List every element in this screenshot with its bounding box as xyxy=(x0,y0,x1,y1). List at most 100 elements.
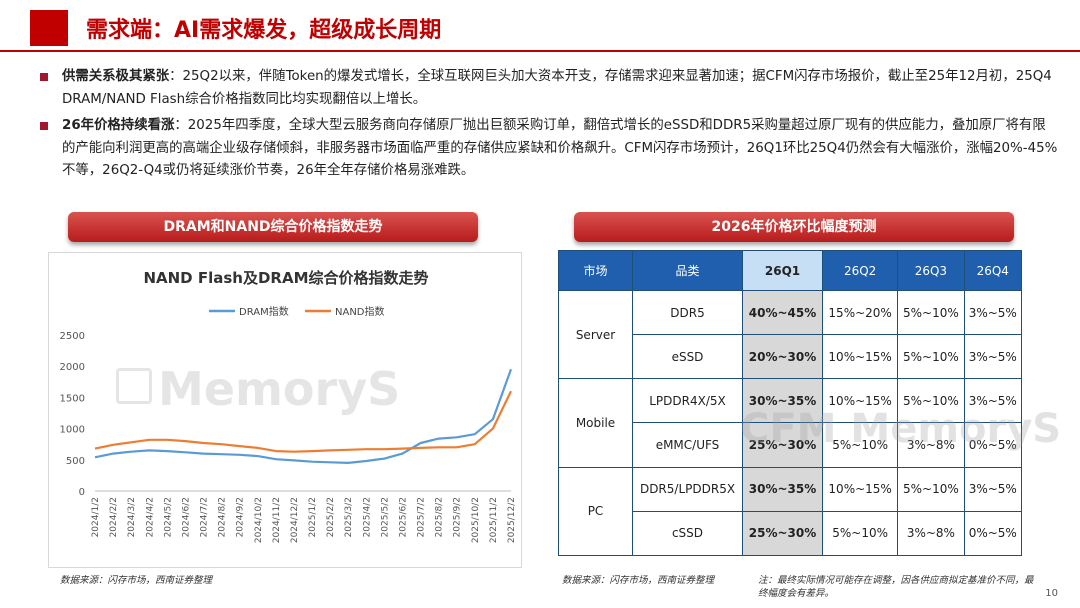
value-cell: 3%~5% xyxy=(963,334,1023,380)
bullet-supply-demand: 供需关系极其紧张：25Q2以来，伴随Token的爆发式增长，全球互联网巨头加大资… xyxy=(38,66,1058,111)
value-cell: 3%~8% xyxy=(897,510,965,557)
header-26q3: 26Q3 xyxy=(897,250,965,291)
bullet-square-icon xyxy=(40,122,48,130)
price-forecast-table: 市场 品类 26Q1 26Q2 26Q3 26Q4 Server DDR5 40… xyxy=(558,250,1023,557)
value-cell: 20%~30% xyxy=(741,334,824,380)
value-cell: 0%~5% xyxy=(963,510,1023,557)
y-tick-label: 500 xyxy=(66,456,85,467)
table-row: Mobile LPDDR4X/5X 30%~35% 10%~15% 5%~10%… xyxy=(558,378,1023,468)
value-cell: 30%~35% xyxy=(741,466,824,512)
x-tick-label: 2025/9/2 xyxy=(453,497,463,537)
value-cell: 3%~5% xyxy=(963,289,1023,336)
x-tick-label: 2025/1/2 xyxy=(308,497,318,537)
section-header-chart: DRAM和NAND综合价格指数走势 xyxy=(68,212,478,242)
x-tick-label: 2025/10/2 xyxy=(471,497,481,543)
value-cell: 30%~35% xyxy=(741,378,824,424)
price-index-chart: NAND Flash及DRAM综合价格指数走势 DRAM指数 NAND指数 0 500 1… xyxy=(48,252,522,568)
value-cell: 10%~15% xyxy=(822,466,899,512)
x-tick-label: 2025/6/2 xyxy=(398,497,408,537)
x-tick-label: 2025/2/2 xyxy=(326,497,336,537)
bullet-text: ：2025年四季度，全球大型云服务商向存储原厂抛出巨额采购订单，翻倍式增长的eS… xyxy=(62,118,1058,178)
watermark-left: MemoryS xyxy=(158,362,401,416)
x-tick-label: 2024/8/2 xyxy=(218,497,228,537)
x-tick-label: 2024/10/2 xyxy=(254,497,264,543)
x-tick-label: 2024/2/2 xyxy=(109,497,119,537)
bullet-square-icon xyxy=(40,73,48,81)
item-cell: LPDDR4X/5X xyxy=(632,378,743,424)
table-footnote: 注：最终实际情况可能存在调整，因各供应商拟定基准价不同，最终幅度会有差异。 xyxy=(758,575,1034,599)
table-header-row: 市场 品类 26Q1 26Q2 26Q3 26Q4 xyxy=(558,250,1023,291)
header-item: 品类 xyxy=(632,250,743,291)
x-tick-label: 2025/3/2 xyxy=(344,497,354,537)
value-cell: 25%~30% xyxy=(741,422,824,468)
series-line-1 xyxy=(94,390,512,453)
header-26q2: 26Q2 xyxy=(822,250,899,291)
legend-label-0: DRAM指数 xyxy=(239,305,289,318)
y-tick-label: 2000 xyxy=(60,362,85,373)
value-cell: 25%~30% xyxy=(741,510,824,557)
value-cell: 5%~10% xyxy=(822,422,899,468)
value-cell: 40%~45% xyxy=(741,289,824,336)
header-26q1: 26Q1 xyxy=(741,250,824,291)
bullet-list: 供需关系极其紧张：25Q2以来，伴随Token的爆发式增长，全球互联网巨头加大资… xyxy=(38,66,1058,187)
x-tick-label: 2024/5/2 xyxy=(163,497,173,537)
value-cell: 3%~5% xyxy=(963,378,1023,424)
y-tick-label: 1500 xyxy=(60,393,85,404)
chart-title: NAND Flash及DRAM综合价格指数走势 xyxy=(143,269,428,287)
market-cell: Server xyxy=(558,289,633,380)
x-tick-label: 2025/11/2 xyxy=(489,497,499,543)
item-cell: DDR5/LPDDR5X xyxy=(632,466,743,512)
chart-svg: NAND Flash及DRAM综合价格指数走势 DRAM指数 NAND指数 0 500 1… xyxy=(60,269,517,543)
table-row: eSSD 20%~30% 10%~15% 5%~10% 3%~5% xyxy=(559,334,1023,380)
header-26q4: 26Q4 xyxy=(963,250,1023,291)
x-tick-label: 2024/4/2 xyxy=(145,497,155,537)
y-tick-label: 0 xyxy=(79,487,85,498)
y-tick-label: 2500 xyxy=(60,331,85,342)
table-row: PC DDR5/LPDDR5X 30%~35% 10%~15% 5%~10% 3… xyxy=(558,466,1023,557)
watermark-right: CFM MemoryS xyxy=(740,406,1062,452)
bullet-2026-outlook: 26年价格持续看涨：2025年四季度，全球大型云服务商向存储原厂抛出巨额采购订单… xyxy=(38,115,1058,183)
x-tick-label: 2024/12/2 xyxy=(290,497,300,543)
x-tick-label: 2024/1/2 xyxy=(91,497,101,537)
bullet-text: ：25Q2以来，伴随Token的爆发式增长，全球互联网巨头加大资本开支，存储需求… xyxy=(62,69,1052,107)
header-market: 市场 xyxy=(558,250,633,291)
table-row: cSSD 25%~30% 5%~10% 3%~8% 0%~5% xyxy=(559,510,1023,557)
x-tick-label: 2024/9/2 xyxy=(236,497,246,537)
x-tick-label: 2024/7/2 xyxy=(200,497,210,537)
y-tick-label: 1000 xyxy=(60,425,85,436)
title-bar: 需求端：AI需求爆发，超级成长周期 xyxy=(0,0,1080,58)
source-note-left: 数据来源：闪存市场，西南证券整理 xyxy=(60,575,213,586)
x-tick-label: 2024/6/2 xyxy=(181,497,191,537)
value-cell: 5%~10% xyxy=(897,378,965,424)
item-cell: eMMC/UFS xyxy=(632,422,743,468)
series-line-0 xyxy=(94,368,513,464)
x-tick-label: 2025/7/2 xyxy=(417,497,427,537)
market-cell: PC xyxy=(558,466,633,557)
value-cell: 10%~15% xyxy=(822,334,899,380)
table-row: Server DDR5 40%~45% 15%~20% 5%~10% 3%~5% xyxy=(558,289,1023,380)
title-accent-block xyxy=(30,10,68,46)
title-divider xyxy=(0,50,1080,52)
value-cell: 5%~10% xyxy=(897,466,965,512)
x-tick-label: 2024/11/2 xyxy=(272,497,282,543)
market-cell: Mobile xyxy=(558,378,633,468)
x-tick-label: 2025/12/2 xyxy=(507,497,517,543)
page-title: 需求端：AI需求爆发，超级成长周期 xyxy=(86,18,442,43)
x-tick-label: 2025/5/2 xyxy=(380,497,390,537)
value-cell: 15%~20% xyxy=(822,289,899,336)
item-cell: cSSD xyxy=(632,510,743,557)
x-tick-label: 2025/4/2 xyxy=(362,497,372,537)
table-row: eMMC/UFS 25%~30% 5%~10% 3%~8% 0%~5% xyxy=(559,422,1023,468)
item-cell: eSSD xyxy=(632,334,743,380)
x-tick-label: 2024/3/2 xyxy=(127,497,137,537)
page-number: 10 xyxy=(1045,588,1058,599)
value-cell: 3%~5% xyxy=(963,466,1023,512)
bullet-lead: 26年价格持续看涨 xyxy=(62,118,175,133)
bullet-lead: 供需关系极其紧张 xyxy=(62,69,170,84)
x-tick-label: 2025/8/2 xyxy=(435,497,445,537)
value-cell: 5%~10% xyxy=(822,510,899,557)
value-cell: 10%~15% xyxy=(822,378,899,424)
watermark-logo-icon xyxy=(116,368,152,404)
value-cell: 5%~10% xyxy=(897,334,965,380)
value-cell: 5%~10% xyxy=(897,289,965,336)
